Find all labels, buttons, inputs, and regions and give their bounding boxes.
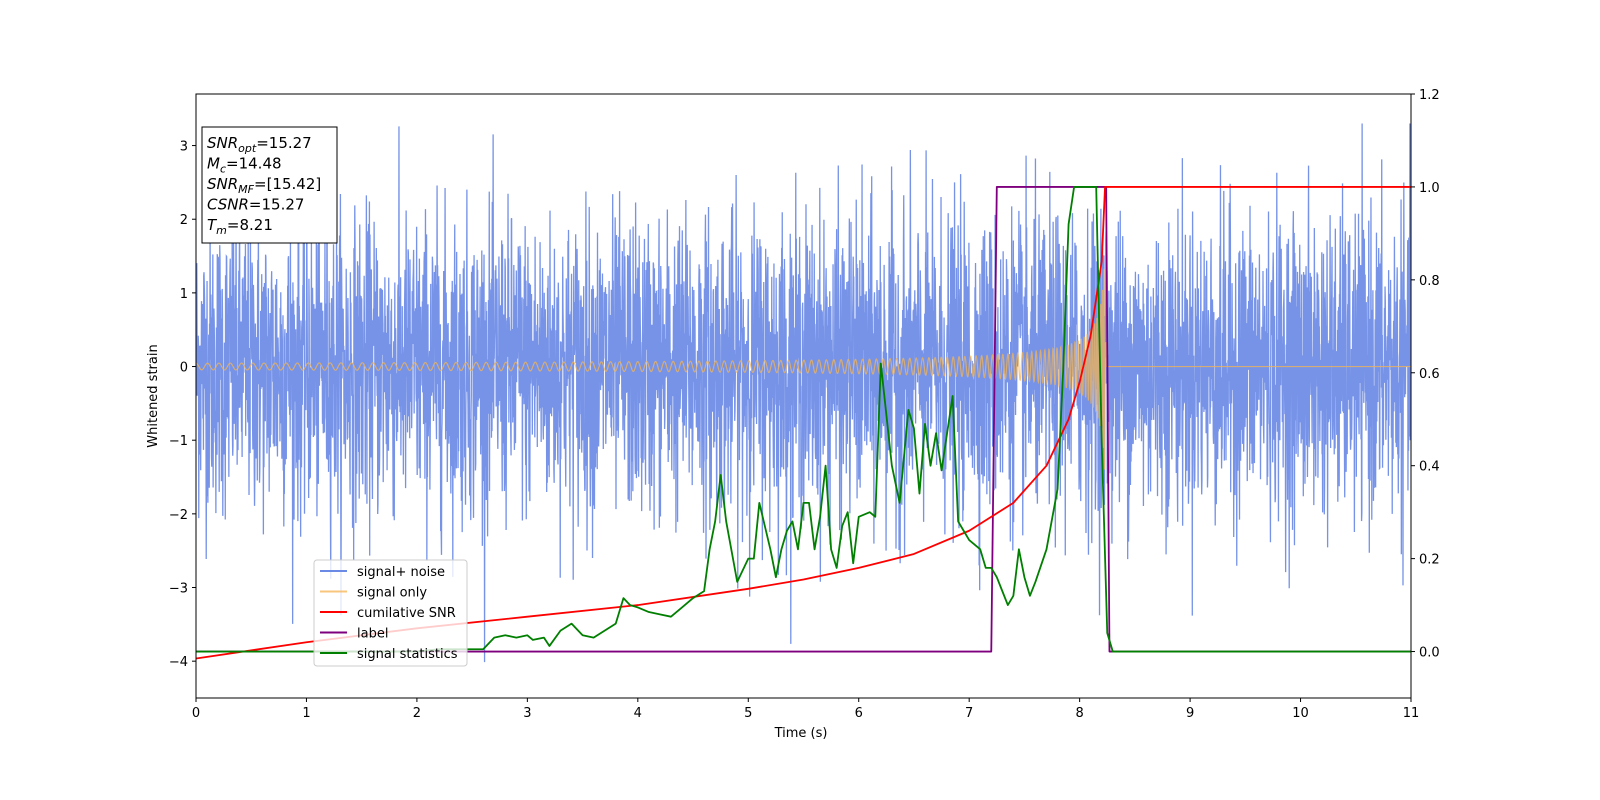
legend-entry-label: signal+ noise [357,565,445,580]
y-right-tick-label: 0.4 [1419,460,1440,475]
y-right-tick-label: 0.2 [1419,553,1440,568]
legend-entry-label: signal only [357,586,427,601]
y-right-tick-label: 0.0 [1419,646,1440,661]
y-left-tick-label: 0 [180,361,188,376]
y-axis-label: Whitened strain [146,344,161,447]
x-tick-label: 0 [192,706,200,721]
x-tick-label: 6 [855,706,863,721]
legend-entry-label: cumilative SNR [357,606,456,621]
x-tick-label: 7 [965,706,973,721]
series-signal-only-line [196,269,1411,470]
info-box-line: CSNR=15.27 [207,196,304,214]
x-tick-label: 9 [1186,706,1194,721]
x-tick-label: 2 [413,706,421,721]
legend-frame [313,559,468,667]
legend-entry-label: signal statistics [357,647,458,662]
info-box-line: Tm=8.21 [207,216,273,237]
y-left-tick-label: −1 [169,434,188,449]
y-right-tick-label: 1.2 [1419,88,1440,103]
x-tick-label: 1 [302,706,310,721]
x-tick-label: 10 [1292,706,1309,721]
y-left-tick-label: −3 [169,582,188,597]
y-axis-left: −4 −3 −2 −1 0 1 2 3 [169,140,196,670]
series-signal-statistics-line [196,186,1411,653]
info-box-frame [201,126,338,244]
y-left-tick-label: −2 [169,508,188,523]
info-box-line: SNRopt=15.27 [207,134,312,155]
info-box: SNRopt=15.27Mc=14.48SNRMF=[15.42]CSNR=15… [201,126,338,244]
y-right-tick-label: 0.8 [1419,274,1440,289]
y-left-tick-label: −4 [169,655,188,670]
info-box-line: SNRMF=[15.42] [207,175,321,196]
y-left-tick-label: 1 [180,287,188,302]
x-tick-label: 3 [523,706,531,721]
legend: signal+ noise signal only cumilative SNR la… [313,559,468,667]
x-axis-label: Time (s) [774,726,828,741]
y-axis-right: 0.0 0.2 0.4 0.6 0.8 1.0 1.2 [1411,88,1440,661]
legend-entry-label: label [357,627,388,642]
info-box-line: Mc=14.48 [207,155,282,176]
y-right-tick-label: 1.0 [1419,181,1440,196]
series-cumilative-snr-line [196,186,1411,660]
plot-series-layer [196,123,1411,663]
y-left-tick-label: 2 [180,213,188,228]
x-axis: 0 1 2 3 4 5 6 7 8 9 10 11 [192,698,1419,721]
y-left-tick-label: 3 [180,140,188,155]
y-right-tick-label: 0.6 [1419,367,1440,382]
series-signal-noise-line [196,123,1411,663]
x-tick-label: 4 [634,706,642,721]
x-tick-label: 8 [1075,706,1083,721]
x-tick-label: 11 [1403,706,1420,721]
plot-frame [195,93,1412,699]
x-tick-label: 5 [744,706,752,721]
